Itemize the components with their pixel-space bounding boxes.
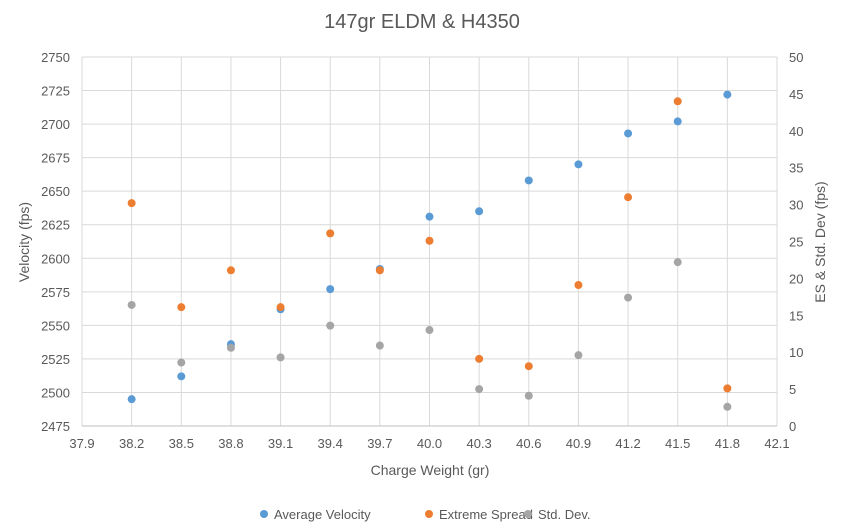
legend-label: Extreme Spread — [439, 507, 533, 522]
data-point — [524, 176, 533, 185]
data-point — [673, 97, 682, 106]
data-point — [574, 351, 583, 360]
data-point — [127, 199, 136, 208]
y2-tick-label: 5 — [789, 382, 796, 397]
chart-title: 147gr ELDM & H4350 — [324, 11, 520, 33]
y-tick-label: 2625 — [41, 218, 70, 233]
data-point — [673, 117, 682, 126]
data-point — [226, 266, 235, 275]
y-tick-label: 2525 — [41, 352, 70, 367]
data-point — [475, 207, 484, 216]
y-tick-label: 2600 — [41, 251, 70, 266]
gridlines — [81, 56, 778, 427]
data-point — [375, 341, 384, 350]
data-point — [723, 384, 732, 393]
x-tick-label: 40.3 — [466, 436, 491, 451]
data-point — [524, 391, 533, 400]
legend-label: Std. Dev. — [538, 507, 591, 522]
data-point — [276, 353, 285, 362]
data-point — [574, 281, 583, 290]
data-point — [425, 212, 434, 221]
y-axis-title: Velocity (fps) — [16, 202, 32, 282]
y-tick-label: 2500 — [41, 385, 70, 400]
x-tick-label: 41.2 — [615, 436, 640, 451]
data-point — [127, 395, 136, 404]
data-point — [425, 326, 434, 335]
tick-labels: 37.9 38.2 38.5 38.8 39.1 39.4 39.7 40.0 40.3 40.6… — [41, 50, 803, 451]
x-tick-label: 39.7 — [367, 436, 392, 451]
y-tick-label: 2750 — [41, 50, 70, 65]
data-point — [673, 258, 682, 267]
x-tick-label: 39.1 — [268, 436, 293, 451]
x-tick-label: 42.1 — [764, 436, 789, 451]
legend-item: Extreme Spread — [425, 507, 533, 522]
y2-tick-label: 0 — [789, 419, 796, 434]
y-tick-label: 2550 — [41, 318, 70, 333]
data-point — [624, 293, 633, 302]
data-point — [127, 300, 136, 309]
y2-tick-label: 40 — [789, 124, 803, 139]
data-point — [475, 385, 484, 394]
legend-marker — [260, 510, 268, 518]
y2-tick-label: 45 — [789, 87, 803, 102]
legend-item: Std. Dev. — [524, 507, 591, 522]
y-tick-label: 2725 — [41, 84, 70, 99]
x-tick-label: 38.5 — [169, 436, 194, 451]
y-tick-label: 2700 — [41, 117, 70, 132]
legend-marker — [425, 510, 433, 518]
data-point — [723, 90, 732, 99]
y2-axis-title: ES & Std. Dev (fps) — [812, 181, 828, 302]
y2-tick-label: 50 — [789, 50, 803, 65]
data-point — [326, 321, 335, 330]
x-tick-label: 39.4 — [318, 436, 343, 451]
data-point — [574, 160, 583, 169]
x-tick-label: 38.8 — [218, 436, 243, 451]
data-point — [375, 266, 384, 275]
y-tick-label: 2675 — [41, 151, 70, 166]
x-tick-label: 40.0 — [417, 436, 442, 451]
x-tick-label: 40.9 — [566, 436, 591, 451]
x-axis-title: Charge Weight (gr) — [371, 462, 490, 478]
x-tick-label: 41.5 — [665, 436, 690, 451]
legend: Average Velocity Extreme Spread Std. Dev. — [260, 507, 591, 522]
data-point — [326, 285, 335, 294]
legend-marker — [524, 510, 532, 518]
data-point — [226, 343, 235, 352]
data-point — [276, 303, 285, 312]
y2-tick-label: 20 — [789, 271, 803, 286]
data-point — [177, 303, 186, 312]
legend-label: Average Velocity — [274, 507, 371, 522]
data-point — [177, 358, 186, 367]
series-2 — [127, 258, 732, 411]
legend-item: Average Velocity — [260, 507, 371, 522]
data-point — [624, 129, 633, 138]
y2-tick-label: 15 — [789, 308, 803, 323]
data-point — [475, 354, 484, 363]
x-tick-label: 38.2 — [119, 436, 144, 451]
series-1 — [127, 97, 732, 393]
x-tick-label: 37.9 — [69, 436, 94, 451]
y-tick-label: 2475 — [41, 419, 70, 434]
data-points — [127, 90, 732, 411]
y2-tick-label: 35 — [789, 161, 803, 176]
data-point — [723, 402, 732, 411]
y2-tick-label: 10 — [789, 345, 803, 360]
x-tick-label: 40.6 — [516, 436, 541, 451]
y-tick-label: 2650 — [41, 184, 70, 199]
data-point — [326, 229, 335, 238]
data-point — [425, 236, 434, 245]
data-point — [624, 193, 633, 202]
y-tick-label: 2575 — [41, 285, 70, 300]
data-point — [177, 372, 186, 381]
y2-tick-label: 30 — [789, 198, 803, 213]
data-point — [524, 362, 533, 371]
x-tick-label: 41.8 — [715, 436, 740, 451]
y2-tick-label: 25 — [789, 235, 803, 250]
